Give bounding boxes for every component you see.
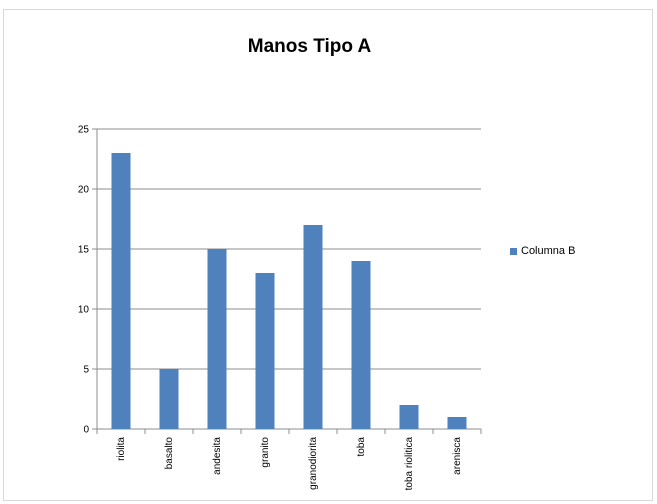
y-tick-label: 10: [78, 305, 90, 316]
bar: [159, 369, 179, 429]
x-tick-label: andesita: [212, 437, 223, 475]
chart-title: Manos Tipo A: [247, 36, 372, 57]
x-tick-label: arenisca: [452, 437, 463, 475]
y-tick-label: 20: [78, 185, 90, 196]
bar: [207, 249, 227, 429]
x-tick-label: toba riolitica: [404, 437, 415, 491]
legend-label: Columna B: [521, 245, 576, 257]
legend: Columna B: [510, 245, 575, 257]
bar: [351, 261, 371, 429]
y-tick-label: 25: [78, 125, 90, 136]
y-tick-label: 5: [83, 365, 89, 376]
bar: [255, 273, 275, 429]
x-tick-label: toba: [356, 437, 367, 457]
x-tick-label: granodiorita: [308, 437, 319, 490]
chart-frame: [3, 9, 653, 501]
bar: [399, 405, 419, 429]
x-tick-label: granito: [260, 437, 271, 468]
x-tick-label: basalto: [164, 437, 175, 470]
y-tick-label: 0: [83, 425, 89, 436]
x-tick-label: riolita: [116, 437, 127, 461]
bar: [447, 417, 467, 429]
bar: [303, 225, 323, 429]
y-tick-label: 15: [78, 245, 90, 256]
bar: [111, 153, 131, 429]
legend-swatch: [510, 247, 517, 255]
